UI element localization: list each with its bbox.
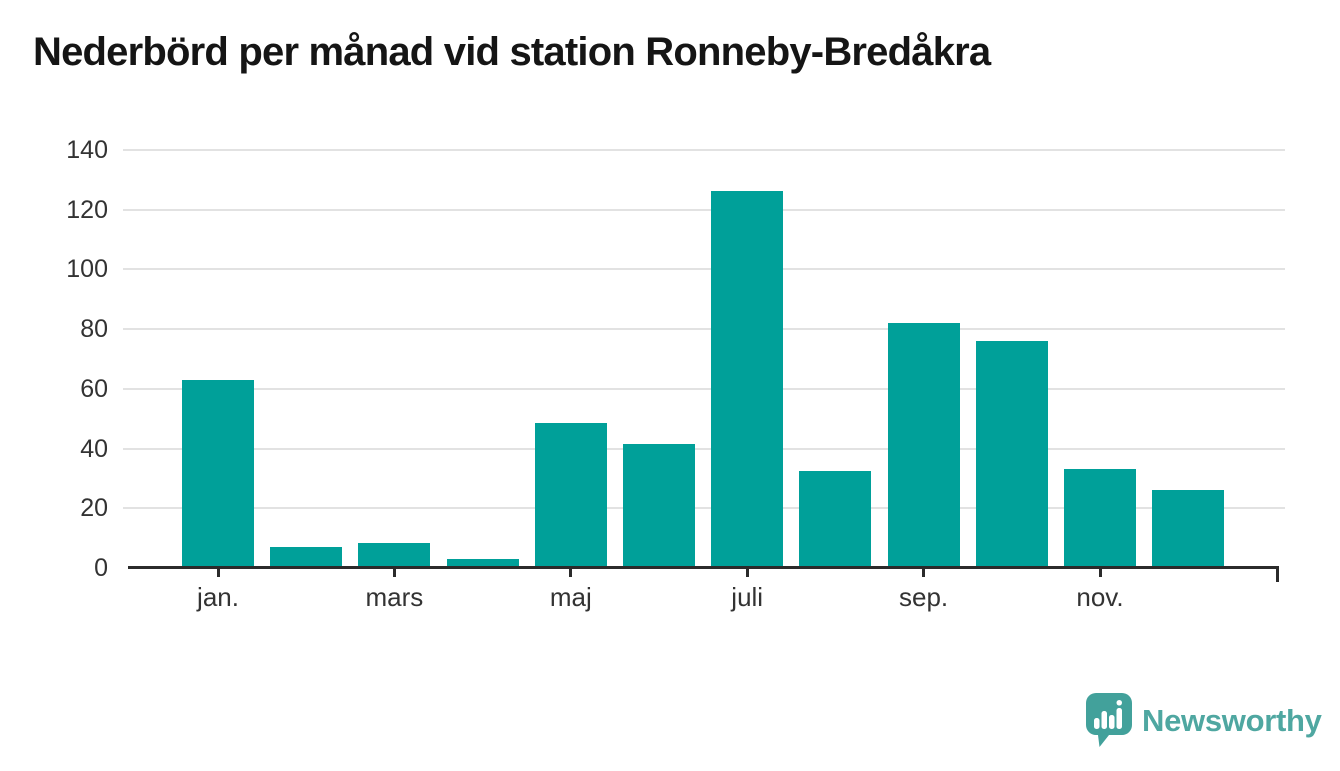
x-axis-label-maj: maj	[549, 582, 592, 612]
gridline-120	[123, 208, 1285, 211]
x-axis-tick	[216, 568, 220, 577]
gridline-80	[123, 328, 1285, 331]
gridline-100	[123, 268, 1285, 271]
x-axis-label-mars: mars	[365, 582, 424, 612]
x-axis-tick	[1098, 568, 1102, 577]
x-axis-line	[128, 566, 1279, 569]
y-axis-label: 40	[80, 434, 108, 463]
chart-title: Nederbörd per månad vid station Ronneby-…	[33, 30, 991, 74]
bar-jan.	[182, 379, 254, 568]
bar-maj	[534, 423, 607, 568]
y-axis-label: 60	[80, 374, 108, 403]
bar-juni	[623, 444, 695, 568]
x-axis-tick	[569, 568, 573, 577]
x-axis-tick	[745, 568, 749, 577]
x-axis-end-tick	[1276, 566, 1279, 582]
bar-dec.	[1152, 490, 1225, 568]
logo-bar-chart-glyph	[1094, 700, 1122, 729]
newsworthy-logo-text: Newsworthy	[1142, 702, 1322, 738]
y-axis-label: 140	[66, 136, 108, 164]
bar-nov.	[1064, 469, 1136, 568]
bar-aug.	[799, 470, 872, 568]
y-axis-label: 100	[66, 255, 108, 284]
newsworthy-branding: Newsworthy	[1086, 693, 1322, 748]
bar-mars	[358, 542, 431, 568]
bar-juli	[711, 190, 784, 568]
bar-apr.	[446, 559, 519, 568]
gridline-140	[123, 149, 1285, 151]
x-axis-label-jan.: jan.	[197, 582, 239, 612]
x-axis-tick	[392, 568, 396, 577]
y-axis-label: 120	[66, 195, 108, 224]
y-axis-label: 80	[80, 315, 108, 344]
bar-chart-plot-area: 0 20 40 60 80 100 120 140 jan. mars maj juli sep. no…	[66, 136, 1285, 612]
gridline-40	[123, 447, 1285, 450]
bar-okt.	[975, 341, 1048, 568]
x-axis-label-juli: juli	[731, 582, 764, 612]
x-axis-tick	[922, 568, 926, 577]
x-axis-label-nov.: nov.	[1076, 582, 1124, 612]
gridline-60	[123, 387, 1285, 390]
newsworthy-logo-icon	[1086, 693, 1132, 747]
bar-sep.	[887, 323, 960, 568]
bar-feb.	[270, 546, 343, 568]
x-axis-label-sep.: sep.	[899, 582, 949, 612]
gridline-20	[123, 507, 1285, 510]
y-axis-label: 0	[94, 554, 108, 582]
y-axis-label: 20	[80, 494, 108, 523]
